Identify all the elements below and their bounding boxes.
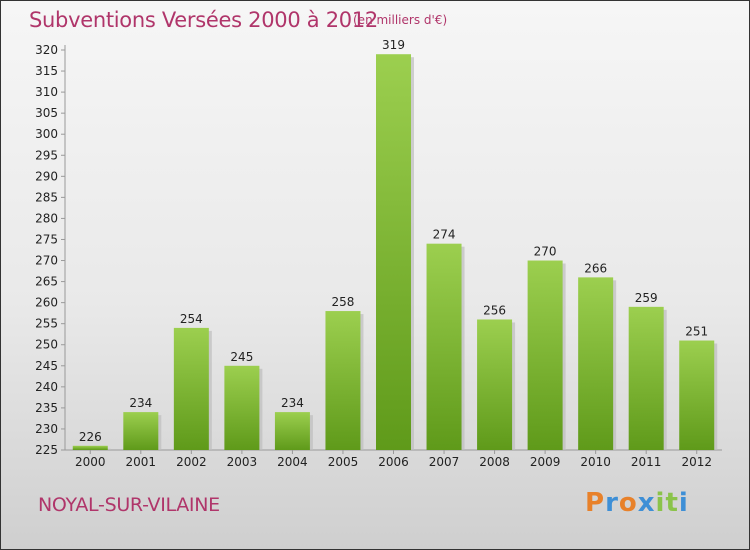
bar: [173, 327, 209, 450]
logo-letter: i: [655, 488, 666, 518]
y-tick-label: 300: [35, 127, 58, 141]
y-tick-label: 295: [35, 148, 58, 162]
y-tick-label: 290: [35, 169, 58, 183]
logo-letter: o: [618, 488, 638, 518]
bar: [426, 243, 462, 450]
bar: [123, 412, 159, 450]
y-tick-label: 250: [35, 338, 58, 352]
bar: [72, 445, 108, 450]
bar-value-label: 256: [483, 303, 506, 317]
x-tick-label: 2008: [479, 455, 510, 469]
x-tick-label: 2002: [176, 455, 207, 469]
logo-letter: r: [605, 488, 619, 518]
y-tick-label: 235: [35, 401, 58, 415]
bar-value-label: 266: [584, 261, 607, 275]
bar: [325, 311, 361, 450]
bar-value-label: 258: [332, 295, 355, 309]
bar-value-label: 254: [180, 312, 203, 326]
y-tick-label: 225: [35, 443, 58, 457]
bar: [527, 260, 563, 450]
logo-letter: i: [678, 488, 689, 518]
bar-value-label: 319: [382, 38, 405, 52]
bar: [376, 54, 411, 451]
bar-value-label: 270: [534, 245, 557, 259]
logo-letter: x: [637, 488, 656, 518]
y-tick-label: 255: [35, 317, 58, 331]
x-tick-label: 2011: [631, 455, 662, 469]
y-tick-label: 240: [35, 380, 58, 394]
x-tick-label: 2007: [429, 455, 460, 469]
bar: [679, 340, 715, 450]
y-tick-label: 285: [35, 190, 58, 204]
bar: [274, 412, 310, 450]
bar-value-label: 245: [230, 350, 253, 364]
y-tick-label: 230: [35, 422, 58, 436]
y-tick-label: 280: [35, 211, 58, 225]
x-tick-label: 2006: [378, 455, 409, 469]
y-tick-label: 265: [35, 275, 58, 289]
x-tick-label: 2009: [530, 455, 561, 469]
y-tick-label: 270: [35, 254, 58, 268]
commune-name: NOYAL-SUR-VILAINE: [38, 494, 220, 516]
y-tick-label: 260: [35, 296, 58, 310]
bar: [224, 365, 260, 450]
proxiti-logo: Proxiti: [585, 488, 689, 518]
x-tick-label: 2003: [227, 455, 258, 469]
bar: [477, 319, 513, 450]
y-tick-label: 320: [35, 43, 58, 57]
x-tick-label: 2010: [580, 455, 611, 469]
bar-value-label: 234: [129, 396, 152, 410]
bar-value-label: 274: [433, 228, 456, 242]
x-tick-label: 2004: [277, 455, 308, 469]
bar: [628, 306, 664, 450]
bar-value-label: 259: [635, 291, 658, 305]
logo-letter: t: [665, 488, 679, 518]
x-tick-label: 2005: [328, 455, 359, 469]
y-tick-label: 305: [35, 106, 58, 120]
logo-letter: P: [585, 488, 606, 518]
x-tick-label: 2012: [681, 455, 712, 469]
x-tick-label: 2001: [126, 455, 157, 469]
bar-value-label: 251: [685, 325, 708, 339]
x-tick-label: 2000: [75, 455, 106, 469]
chart-subtitle: (en milliers d'€): [353, 13, 448, 27]
bar-value-label: 234: [281, 396, 304, 410]
y-tick-label: 315: [35, 64, 58, 78]
y-tick-label: 245: [35, 359, 58, 373]
y-tick-label: 310: [35, 85, 58, 99]
chart-title: Subventions Versées 2000 à 2012: [29, 8, 378, 32]
bar-value-label: 226: [79, 430, 102, 444]
y-tick-label: 275: [35, 232, 58, 246]
bar: [578, 277, 614, 450]
